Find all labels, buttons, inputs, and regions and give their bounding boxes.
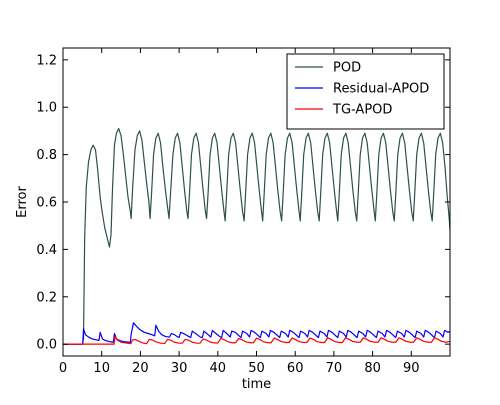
x-tick-label: 80 <box>364 361 381 376</box>
y-tick-label: 0.8 <box>36 148 57 163</box>
y-tick-label: 1.0 <box>36 101 57 116</box>
x-tick-label: 70 <box>326 361 343 376</box>
y-tick-label: 0.0 <box>36 338 57 353</box>
series-line-residual-apod <box>63 322 450 345</box>
x-tick-label: 10 <box>93 361 110 376</box>
y-tick-label: 1.2 <box>36 53 57 68</box>
legend-label: Residual-APOD <box>333 82 429 97</box>
series-line-tg-apod <box>63 335 450 345</box>
x-tick-label: 0 <box>59 361 67 376</box>
legend-label: TG-APOD <box>332 103 392 118</box>
y-tick-label: 0.2 <box>36 290 57 305</box>
y-axis-label: Error <box>15 186 30 218</box>
series-line-pod <box>63 127 450 345</box>
x-tick-label: 20 <box>132 361 149 376</box>
x-tick-label: 40 <box>210 361 227 376</box>
x-tick-label: 90 <box>403 361 420 376</box>
series-layer <box>63 127 450 345</box>
legend: POD Residual-APOD TG-APOD <box>286 53 445 130</box>
ticks-layer: 0 10 20 30 40 50 60 70 80 90 0.0 0.2 0.4 0.6 0.8 1.0 1.2 <box>36 48 450 376</box>
y-tick-label: 0.4 <box>36 243 57 258</box>
x-tick-label: 30 <box>171 361 188 376</box>
x-axis-label: time <box>242 377 271 392</box>
legend-label: POD <box>333 61 361 76</box>
y-tick-label: 0.6 <box>36 196 57 211</box>
x-tick-label: 60 <box>287 361 304 376</box>
x-tick-label: 50 <box>248 361 265 376</box>
